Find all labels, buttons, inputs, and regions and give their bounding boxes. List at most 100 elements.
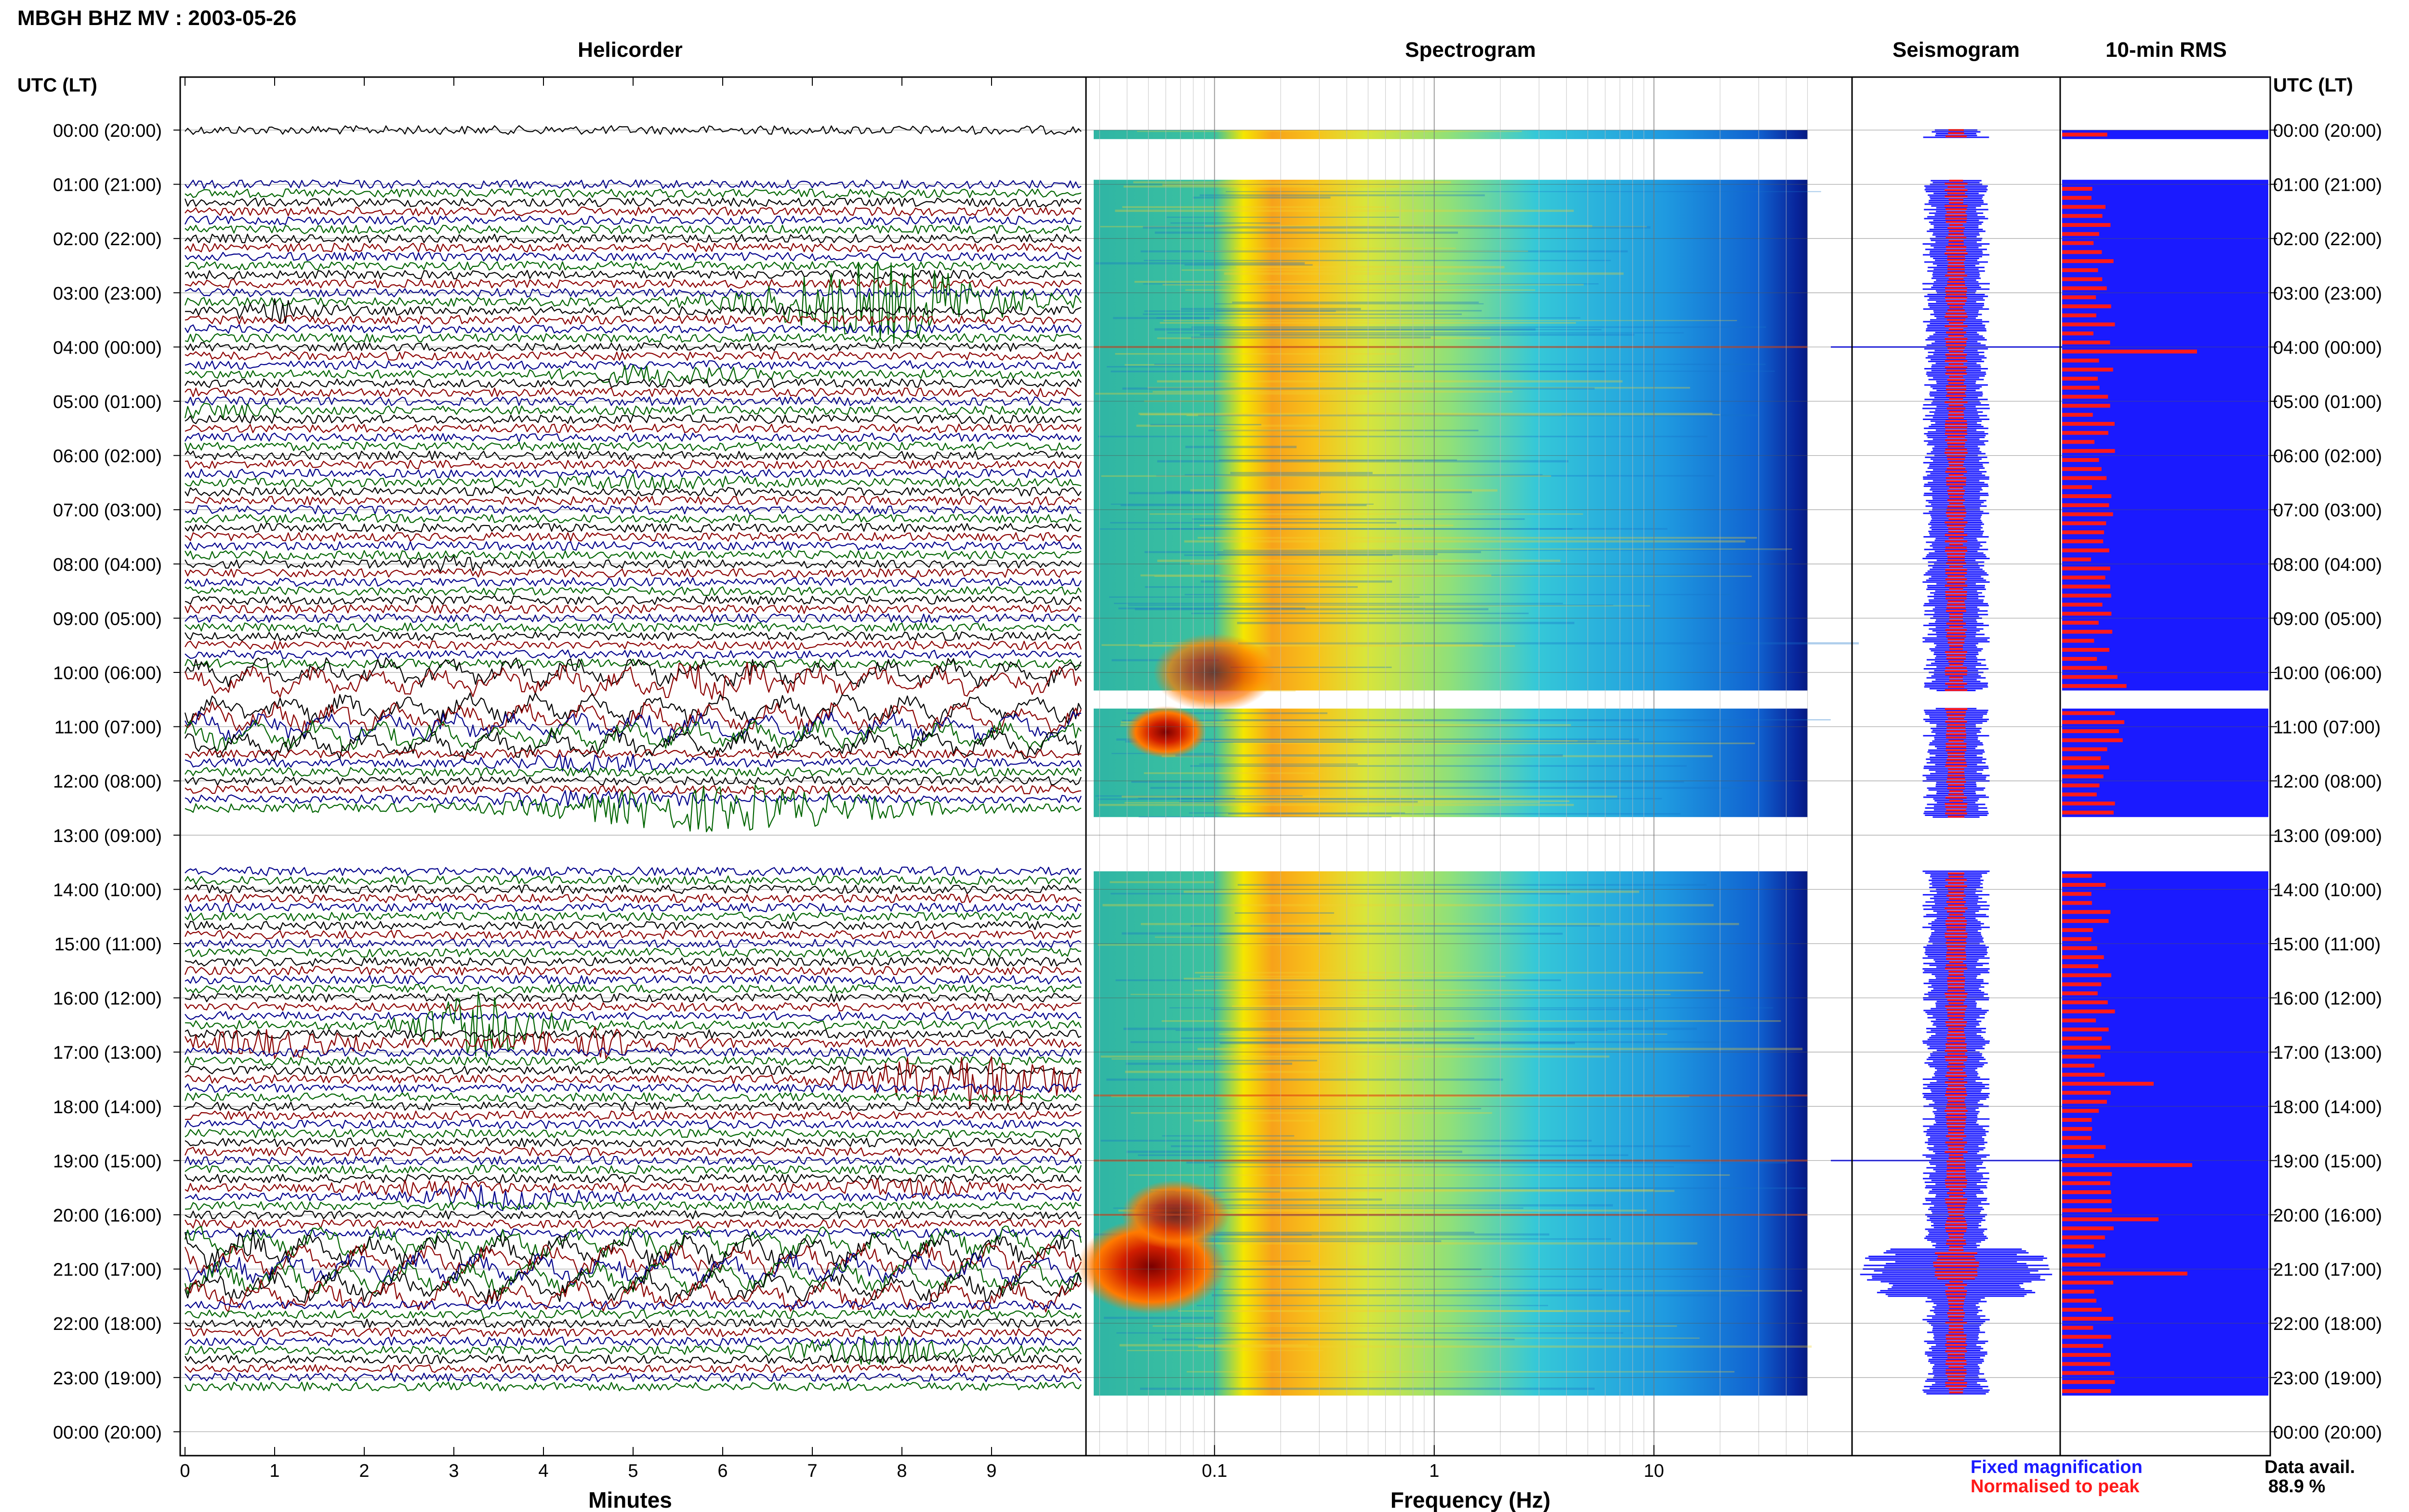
rms-bar xyxy=(2062,612,2112,616)
spectrogram-streak xyxy=(1218,1033,1668,1035)
left-time-label: 00:00 (20:00) xyxy=(53,121,162,141)
spectrogram-streak xyxy=(1115,353,1397,355)
spectrogram-streak xyxy=(1138,816,1392,818)
spectrogram-streak xyxy=(1129,492,1321,495)
spectrogram-streak xyxy=(1101,475,1551,477)
spectrogram-streak xyxy=(1106,1078,1503,1081)
right-time-label: 12:00 (08:00) xyxy=(2273,772,2382,792)
helicorder-trace xyxy=(185,324,1082,334)
rms-bar xyxy=(2062,458,2099,462)
helicorder-trace xyxy=(185,1056,1082,1110)
spectrogram-streak xyxy=(1223,1290,1802,1292)
spectrogram-streak xyxy=(1138,412,1713,415)
rms-bar xyxy=(2062,1154,2094,1158)
helicorder-trace xyxy=(185,1137,1082,1147)
rms-bar xyxy=(2062,1235,2105,1239)
rms-bar xyxy=(2062,675,2118,679)
spectrogram-streak xyxy=(1216,429,1384,431)
spectrogram-streak xyxy=(1207,1232,1475,1234)
spectrogram-streak xyxy=(1178,1276,1493,1277)
spectrogram-streak xyxy=(1191,1187,1806,1189)
left-time-label: 14:00 (10:00) xyxy=(53,880,162,900)
rms-bar xyxy=(2062,268,2098,272)
spectrogram-streak xyxy=(1197,537,1757,539)
helicorder-trace xyxy=(185,342,1082,352)
rms-bar xyxy=(2062,729,2119,733)
rms-bar xyxy=(2062,186,2092,191)
left-time-label: 15:00 (11:00) xyxy=(54,934,162,955)
helicorder-trace xyxy=(184,1261,1082,1295)
left-time-axis: 00:00 (20:00) 01:00 (21:00) 02:00 (22:00) 0… xyxy=(53,121,180,1443)
spectrogram-panel xyxy=(1077,77,1859,1456)
helicorder-trace xyxy=(185,984,1081,994)
helicorder-trace xyxy=(185,125,1082,135)
helicorder-trace xyxy=(185,473,1082,490)
rms-bar xyxy=(2062,548,2109,552)
spectrogram-streak xyxy=(1165,491,1472,493)
spectrogram-streak xyxy=(1198,414,1758,417)
right-time-label: 04:00 (00:00) xyxy=(2273,338,2382,358)
frequency-axis-label: Frequency (Hz) xyxy=(1390,1487,1550,1512)
helicorder-trace xyxy=(185,649,1082,659)
spectrogram-streak xyxy=(1154,576,1752,577)
spectrogram-streak xyxy=(1212,1294,1752,1297)
spectrogram-streak xyxy=(1192,197,1331,199)
spectrogram-streak xyxy=(1198,1345,1812,1348)
spectrogram-streak xyxy=(1169,1007,1774,1009)
spectrogram-streak xyxy=(1185,446,1297,448)
spectrogram-streak xyxy=(1184,540,1746,543)
rms-bar xyxy=(2062,449,2115,453)
spectrogram-event-line xyxy=(1094,1094,1808,1097)
rms-bar xyxy=(2062,657,2097,661)
spectrogram-streak xyxy=(1175,1030,1608,1031)
left-time-label: 08:00 (04:00) xyxy=(53,555,162,575)
rms-bar xyxy=(2062,1054,2101,1059)
rms-bar xyxy=(2062,1344,2104,1348)
rms-bar xyxy=(2062,286,2107,290)
spectrogram-streak xyxy=(1217,553,1438,555)
helicorder-trace xyxy=(185,631,1082,641)
spectrogram-streak xyxy=(1099,528,1573,530)
helicorder-trace xyxy=(185,1184,1082,1211)
right-time-label: 09:00 (05:00) xyxy=(2273,609,2382,629)
spectrogram-streak xyxy=(1147,387,1690,389)
rms-bar xyxy=(2062,295,2096,300)
spectrogram-streak xyxy=(1192,1060,1317,1062)
helicorder-trace xyxy=(185,1110,1082,1120)
spectrogram-streak xyxy=(1125,802,1540,803)
helicorder-trace xyxy=(185,1047,1082,1057)
rms-bar xyxy=(2062,901,2092,905)
spectrogram-streak xyxy=(1175,1190,1675,1192)
left-time-label: 05:00 (01:00) xyxy=(53,392,162,412)
helicorder-trace xyxy=(185,957,1082,967)
spectrogram-streak xyxy=(1125,1063,1292,1065)
rms-bar xyxy=(2062,603,2103,607)
spectrogram-streak xyxy=(1216,310,1482,312)
rms-bar xyxy=(2062,792,2097,797)
rms-bar xyxy=(2062,1353,2111,1357)
rms-bar xyxy=(2062,1308,2102,1312)
rms-bar xyxy=(2062,1280,2114,1285)
rms-bar xyxy=(2062,341,2110,345)
helicorder-trace xyxy=(185,930,1082,940)
spectrogram-streak xyxy=(1183,739,1354,741)
helicorder-trace xyxy=(185,423,1082,434)
spectrogram-streak xyxy=(1143,313,1462,315)
rms-bar xyxy=(2062,802,2115,806)
spectrogram-streak xyxy=(1135,608,1489,610)
rms-fixed-bar-area xyxy=(2062,130,2268,139)
right-time-label: 07:00 (03:00) xyxy=(2273,500,2382,521)
right-time-label: 06:00 (02:00) xyxy=(2273,447,2382,467)
spectrogram-streak xyxy=(1155,1190,1280,1193)
right-time-label: 15:00 (11:00) xyxy=(2273,934,2381,955)
helicorder-trace xyxy=(185,364,1082,385)
helicorder-trace xyxy=(185,1252,1082,1286)
rms-bar xyxy=(2062,738,2123,742)
rms-bar xyxy=(2062,503,2109,507)
rms-bar xyxy=(2062,1163,2192,1167)
helicorder-trace xyxy=(185,1381,1082,1392)
spectrogram-streak xyxy=(1214,800,1570,802)
rms-bar xyxy=(2062,331,2093,336)
